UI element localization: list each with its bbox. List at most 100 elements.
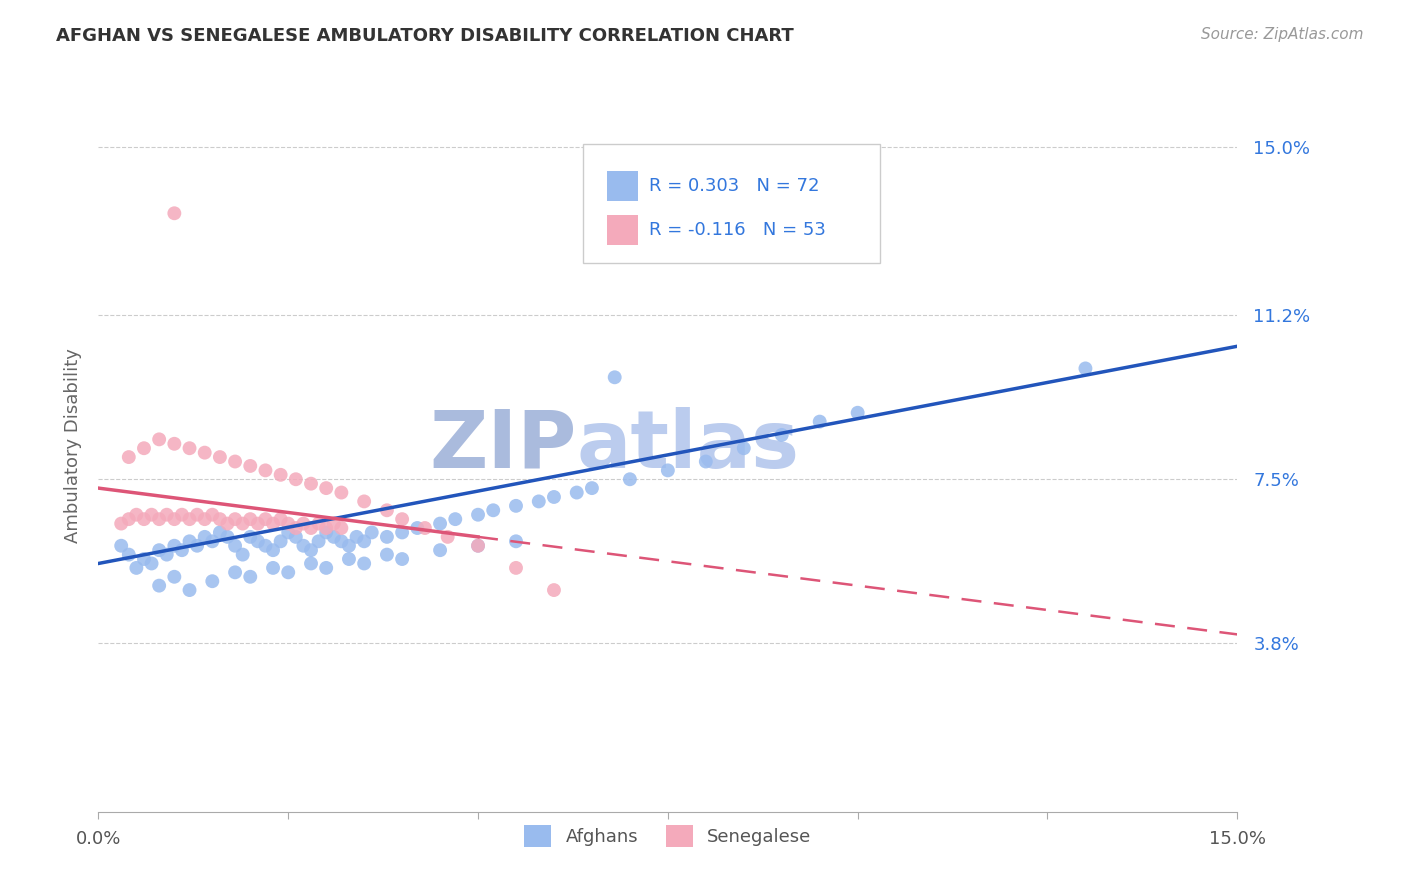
Afghans — [299, 543, 322, 558]
Afghans — [322, 530, 344, 544]
Afghans — [208, 525, 231, 540]
Afghans — [262, 561, 284, 575]
Senegalese — [217, 516, 239, 531]
Text: Source: ZipAtlas.com: Source: ZipAtlas.com — [1201, 27, 1364, 42]
Senegalese — [543, 583, 565, 598]
Afghans — [603, 370, 626, 384]
Senegalese — [125, 508, 148, 522]
Text: R = 0.303   N = 72: R = 0.303 N = 72 — [650, 178, 820, 195]
Senegalese — [292, 516, 315, 531]
Senegalese — [224, 454, 246, 468]
Senegalese — [208, 450, 231, 464]
Text: ZIP: ZIP — [429, 407, 576, 485]
Afghans — [353, 534, 375, 549]
Senegalese — [239, 512, 262, 526]
Afghans — [315, 525, 337, 540]
Afghans — [808, 415, 831, 429]
Afghans — [846, 406, 869, 420]
Afghans — [201, 574, 224, 589]
Senegalese — [118, 450, 141, 464]
Senegalese — [262, 516, 284, 531]
Y-axis label: Ambulatory Disability: Ambulatory Disability — [63, 349, 82, 543]
Senegalese — [194, 445, 217, 459]
Senegalese — [110, 516, 132, 531]
Afghans — [308, 534, 330, 549]
Afghans — [429, 516, 451, 531]
Afghans — [262, 543, 284, 558]
Afghans — [163, 539, 186, 553]
Senegalese — [330, 521, 353, 535]
Senegalese — [208, 512, 231, 526]
Afghans — [110, 539, 132, 553]
Afghans — [337, 552, 360, 566]
Senegalese — [270, 512, 292, 526]
Afghans — [391, 552, 413, 566]
Afghans — [505, 499, 527, 513]
Senegalese — [322, 516, 344, 531]
Afghans — [246, 534, 269, 549]
Senegalese — [391, 512, 413, 526]
Afghans — [170, 543, 193, 558]
Afghans — [148, 579, 170, 593]
Senegalese — [246, 516, 269, 531]
Senegalese — [224, 512, 246, 526]
Afghans — [299, 557, 322, 571]
Afghans — [353, 557, 375, 571]
Afghans — [141, 557, 163, 571]
Afghans — [527, 494, 550, 508]
Afghans — [406, 521, 429, 535]
Afghans — [315, 561, 337, 575]
Text: AFGHAN VS SENEGALESE AMBULATORY DISABILITY CORRELATION CHART: AFGHAN VS SENEGALESE AMBULATORY DISABILI… — [56, 27, 794, 45]
Point — [163, 206, 186, 220]
Afghans — [239, 530, 262, 544]
Afghans — [179, 583, 201, 598]
Afghans — [186, 539, 208, 553]
Afghans — [346, 530, 368, 544]
Senegalese — [315, 481, 337, 495]
Afghans — [292, 539, 315, 553]
Senegalese — [179, 512, 201, 526]
Afghans — [217, 530, 239, 544]
Afghans — [201, 534, 224, 549]
Text: atlas: atlas — [576, 407, 800, 485]
Afghans — [581, 481, 603, 495]
Senegalese — [194, 512, 217, 526]
Senegalese — [163, 512, 186, 526]
Afghans — [270, 534, 292, 549]
Senegalese — [467, 539, 489, 553]
Senegalese — [132, 512, 155, 526]
Afghans — [132, 552, 155, 566]
Afghans — [125, 561, 148, 575]
Afghans — [1074, 361, 1097, 376]
Afghans — [391, 525, 413, 540]
Senegalese — [299, 476, 322, 491]
Afghans — [118, 548, 141, 562]
Senegalese — [148, 433, 170, 447]
Afghans — [482, 503, 505, 517]
Senegalese — [284, 521, 307, 535]
Senegalese — [148, 512, 170, 526]
Afghans — [277, 566, 299, 580]
Senegalese — [132, 441, 155, 455]
Afghans — [733, 441, 755, 455]
Senegalese — [436, 530, 458, 544]
Text: R = -0.116   N = 53: R = -0.116 N = 53 — [650, 221, 825, 239]
Senegalese — [299, 521, 322, 535]
Afghans — [543, 490, 565, 504]
Afghans — [467, 508, 489, 522]
Afghans — [277, 525, 299, 540]
Senegalese — [277, 516, 299, 531]
Senegalese — [170, 508, 193, 522]
Senegalese — [254, 463, 277, 477]
Senegalese — [239, 458, 262, 473]
Afghans — [429, 543, 451, 558]
Senegalese — [330, 485, 353, 500]
Afghans — [444, 512, 467, 526]
Afghans — [254, 539, 277, 553]
Legend: Afghans, Senegalese: Afghans, Senegalese — [517, 817, 818, 854]
Senegalese — [308, 516, 330, 531]
Text: 0.0%: 0.0% — [76, 830, 121, 848]
Afghans — [619, 472, 641, 486]
Afghans — [224, 566, 246, 580]
Afghans — [770, 428, 793, 442]
